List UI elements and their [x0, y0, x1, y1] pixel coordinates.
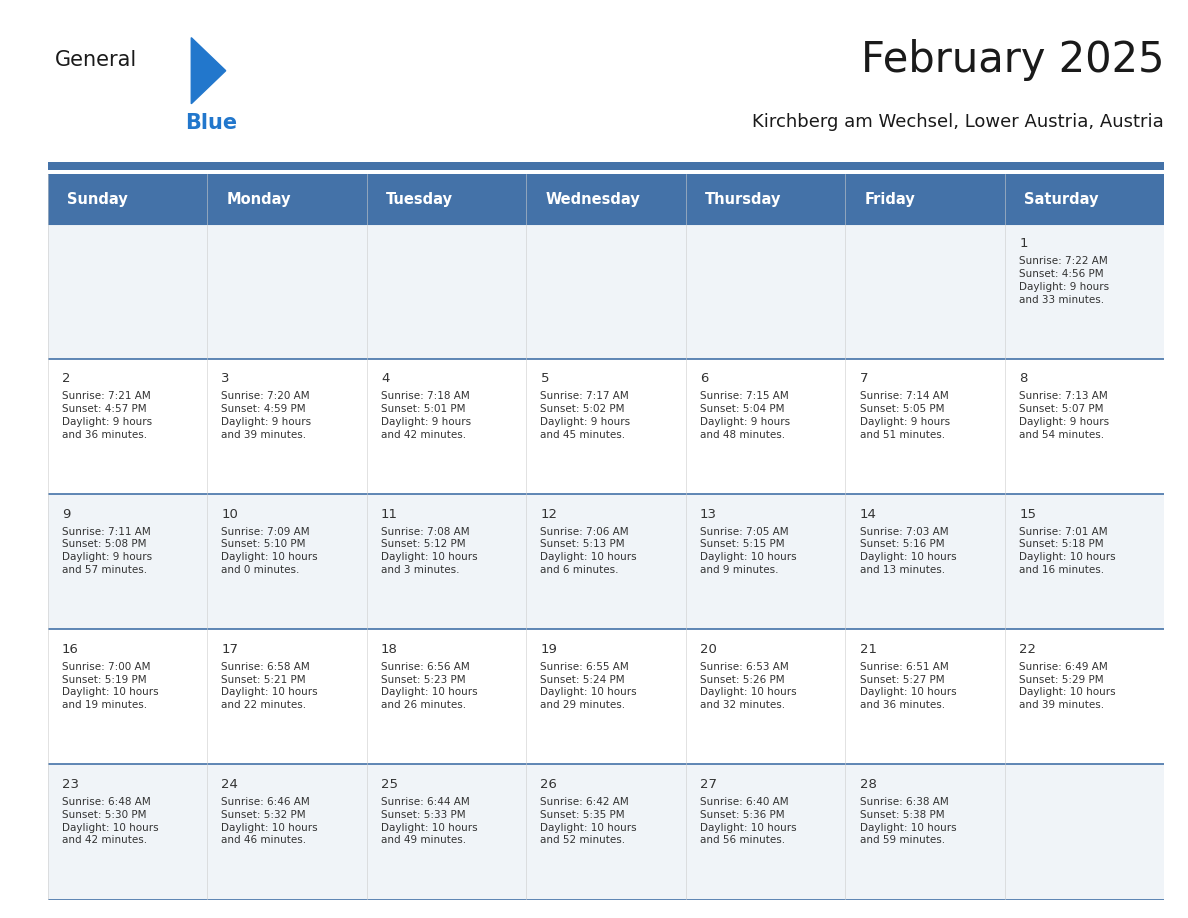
Text: Sunrise: 6:56 AM
Sunset: 5:23 PM
Daylight: 10 hours
and 26 minutes.: Sunrise: 6:56 AM Sunset: 5:23 PM Dayligh… — [381, 662, 478, 711]
Text: 12: 12 — [541, 508, 557, 521]
Text: Sunrise: 7:14 AM
Sunset: 5:05 PM
Daylight: 9 hours
and 51 minutes.: Sunrise: 7:14 AM Sunset: 5:05 PM Dayligh… — [860, 391, 949, 440]
Text: 2: 2 — [62, 373, 70, 386]
Text: Sunrise: 6:38 AM
Sunset: 5:38 PM
Daylight: 10 hours
and 59 minutes.: Sunrise: 6:38 AM Sunset: 5:38 PM Dayligh… — [860, 797, 956, 845]
Text: 4: 4 — [381, 373, 390, 386]
Text: 26: 26 — [541, 778, 557, 791]
Text: Blue: Blue — [185, 113, 238, 133]
Text: 21: 21 — [860, 643, 877, 655]
Text: 13: 13 — [700, 508, 718, 521]
Text: Sunrise: 7:01 AM
Sunset: 5:18 PM
Daylight: 10 hours
and 16 minutes.: Sunrise: 7:01 AM Sunset: 5:18 PM Dayligh… — [1019, 527, 1116, 575]
Text: 14: 14 — [860, 508, 877, 521]
Text: 6: 6 — [700, 373, 708, 386]
Polygon shape — [191, 38, 226, 104]
Text: Saturday: Saturday — [1024, 192, 1099, 207]
Text: Sunrise: 6:51 AM
Sunset: 5:27 PM
Daylight: 10 hours
and 36 minutes.: Sunrise: 6:51 AM Sunset: 5:27 PM Dayligh… — [860, 662, 956, 711]
Text: Friday: Friday — [865, 192, 915, 207]
Bar — [48, 174, 1164, 224]
Text: Kirchberg am Wechsel, Lower Austria, Austria: Kirchberg am Wechsel, Lower Austria, Aus… — [752, 113, 1164, 130]
Text: 11: 11 — [381, 508, 398, 521]
Text: Sunrise: 7:08 AM
Sunset: 5:12 PM
Daylight: 10 hours
and 3 minutes.: Sunrise: 7:08 AM Sunset: 5:12 PM Dayligh… — [381, 527, 478, 575]
Text: 1: 1 — [1019, 237, 1028, 251]
Text: 9: 9 — [62, 508, 70, 521]
Text: Sunrise: 6:42 AM
Sunset: 5:35 PM
Daylight: 10 hours
and 52 minutes.: Sunrise: 6:42 AM Sunset: 5:35 PM Dayligh… — [541, 797, 637, 845]
Text: Sunrise: 6:44 AM
Sunset: 5:33 PM
Daylight: 10 hours
and 49 minutes.: Sunrise: 6:44 AM Sunset: 5:33 PM Dayligh… — [381, 797, 478, 845]
Text: 17: 17 — [221, 643, 239, 655]
Text: Sunrise: 7:03 AM
Sunset: 5:16 PM
Daylight: 10 hours
and 13 minutes.: Sunrise: 7:03 AM Sunset: 5:16 PM Dayligh… — [860, 527, 956, 575]
Text: Monday: Monday — [226, 192, 291, 207]
Text: Sunrise: 7:15 AM
Sunset: 5:04 PM
Daylight: 9 hours
and 48 minutes.: Sunrise: 7:15 AM Sunset: 5:04 PM Dayligh… — [700, 391, 790, 440]
Text: 24: 24 — [221, 778, 239, 791]
Text: Tuesday: Tuesday — [386, 192, 453, 207]
Text: Sunrise: 7:18 AM
Sunset: 5:01 PM
Daylight: 9 hours
and 42 minutes.: Sunrise: 7:18 AM Sunset: 5:01 PM Dayligh… — [381, 391, 472, 440]
Text: Sunrise: 7:09 AM
Sunset: 5:10 PM
Daylight: 10 hours
and 0 minutes.: Sunrise: 7:09 AM Sunset: 5:10 PM Dayligh… — [221, 527, 318, 575]
Text: 28: 28 — [860, 778, 877, 791]
Text: Wednesday: Wednesday — [545, 192, 640, 207]
Text: Sunrise: 7:05 AM
Sunset: 5:15 PM
Daylight: 10 hours
and 9 minutes.: Sunrise: 7:05 AM Sunset: 5:15 PM Dayligh… — [700, 527, 797, 575]
Text: Sunrise: 6:58 AM
Sunset: 5:21 PM
Daylight: 10 hours
and 22 minutes.: Sunrise: 6:58 AM Sunset: 5:21 PM Dayligh… — [221, 662, 318, 711]
Text: February 2025: February 2025 — [861, 39, 1164, 81]
Text: 25: 25 — [381, 778, 398, 791]
Text: 22: 22 — [1019, 643, 1036, 655]
Text: Sunrise: 6:40 AM
Sunset: 5:36 PM
Daylight: 10 hours
and 56 minutes.: Sunrise: 6:40 AM Sunset: 5:36 PM Dayligh… — [700, 797, 797, 845]
Text: 5: 5 — [541, 373, 549, 386]
Text: Sunrise: 7:00 AM
Sunset: 5:19 PM
Daylight: 10 hours
and 19 minutes.: Sunrise: 7:00 AM Sunset: 5:19 PM Dayligh… — [62, 662, 158, 711]
Text: 19: 19 — [541, 643, 557, 655]
Text: Sunrise: 6:49 AM
Sunset: 5:29 PM
Daylight: 10 hours
and 39 minutes.: Sunrise: 6:49 AM Sunset: 5:29 PM Dayligh… — [1019, 662, 1116, 711]
Text: 27: 27 — [700, 778, 718, 791]
Text: Sunday: Sunday — [67, 192, 127, 207]
Text: 7: 7 — [860, 373, 868, 386]
Bar — [48, 629, 1164, 765]
Text: Sunrise: 7:13 AM
Sunset: 5:07 PM
Daylight: 9 hours
and 54 minutes.: Sunrise: 7:13 AM Sunset: 5:07 PM Dayligh… — [1019, 391, 1110, 440]
Bar — [48, 224, 1164, 359]
Bar — [48, 765, 1164, 900]
Text: Sunrise: 6:53 AM
Sunset: 5:26 PM
Daylight: 10 hours
and 32 minutes.: Sunrise: 6:53 AM Sunset: 5:26 PM Dayligh… — [700, 662, 797, 711]
Text: Sunrise: 7:21 AM
Sunset: 4:57 PM
Daylight: 9 hours
and 36 minutes.: Sunrise: 7:21 AM Sunset: 4:57 PM Dayligh… — [62, 391, 152, 440]
Text: 8: 8 — [1019, 373, 1028, 386]
Text: 3: 3 — [221, 373, 230, 386]
Text: 10: 10 — [221, 508, 239, 521]
Text: Sunrise: 7:22 AM
Sunset: 4:56 PM
Daylight: 9 hours
and 33 minutes.: Sunrise: 7:22 AM Sunset: 4:56 PM Dayligh… — [1019, 256, 1110, 305]
Text: 23: 23 — [62, 778, 78, 791]
Text: Sunrise: 7:17 AM
Sunset: 5:02 PM
Daylight: 9 hours
and 45 minutes.: Sunrise: 7:17 AM Sunset: 5:02 PM Dayligh… — [541, 391, 631, 440]
Text: 20: 20 — [700, 643, 716, 655]
Text: General: General — [55, 50, 137, 70]
Text: Thursday: Thursday — [704, 192, 782, 207]
Text: Sunrise: 7:20 AM
Sunset: 4:59 PM
Daylight: 9 hours
and 39 minutes.: Sunrise: 7:20 AM Sunset: 4:59 PM Dayligh… — [221, 391, 311, 440]
Text: 16: 16 — [62, 643, 78, 655]
Text: Sunrise: 6:46 AM
Sunset: 5:32 PM
Daylight: 10 hours
and 46 minutes.: Sunrise: 6:46 AM Sunset: 5:32 PM Dayligh… — [221, 797, 318, 845]
Text: Sunrise: 6:48 AM
Sunset: 5:30 PM
Daylight: 10 hours
and 42 minutes.: Sunrise: 6:48 AM Sunset: 5:30 PM Dayligh… — [62, 797, 158, 845]
Text: Sunrise: 7:11 AM
Sunset: 5:08 PM
Daylight: 9 hours
and 57 minutes.: Sunrise: 7:11 AM Sunset: 5:08 PM Dayligh… — [62, 527, 152, 575]
Text: 18: 18 — [381, 643, 398, 655]
Text: 15: 15 — [1019, 508, 1036, 521]
Bar — [48, 494, 1164, 629]
Bar — [48, 359, 1164, 494]
Text: Sunrise: 7:06 AM
Sunset: 5:13 PM
Daylight: 10 hours
and 6 minutes.: Sunrise: 7:06 AM Sunset: 5:13 PM Dayligh… — [541, 527, 637, 575]
Text: Sunrise: 6:55 AM
Sunset: 5:24 PM
Daylight: 10 hours
and 29 minutes.: Sunrise: 6:55 AM Sunset: 5:24 PM Dayligh… — [541, 662, 637, 711]
